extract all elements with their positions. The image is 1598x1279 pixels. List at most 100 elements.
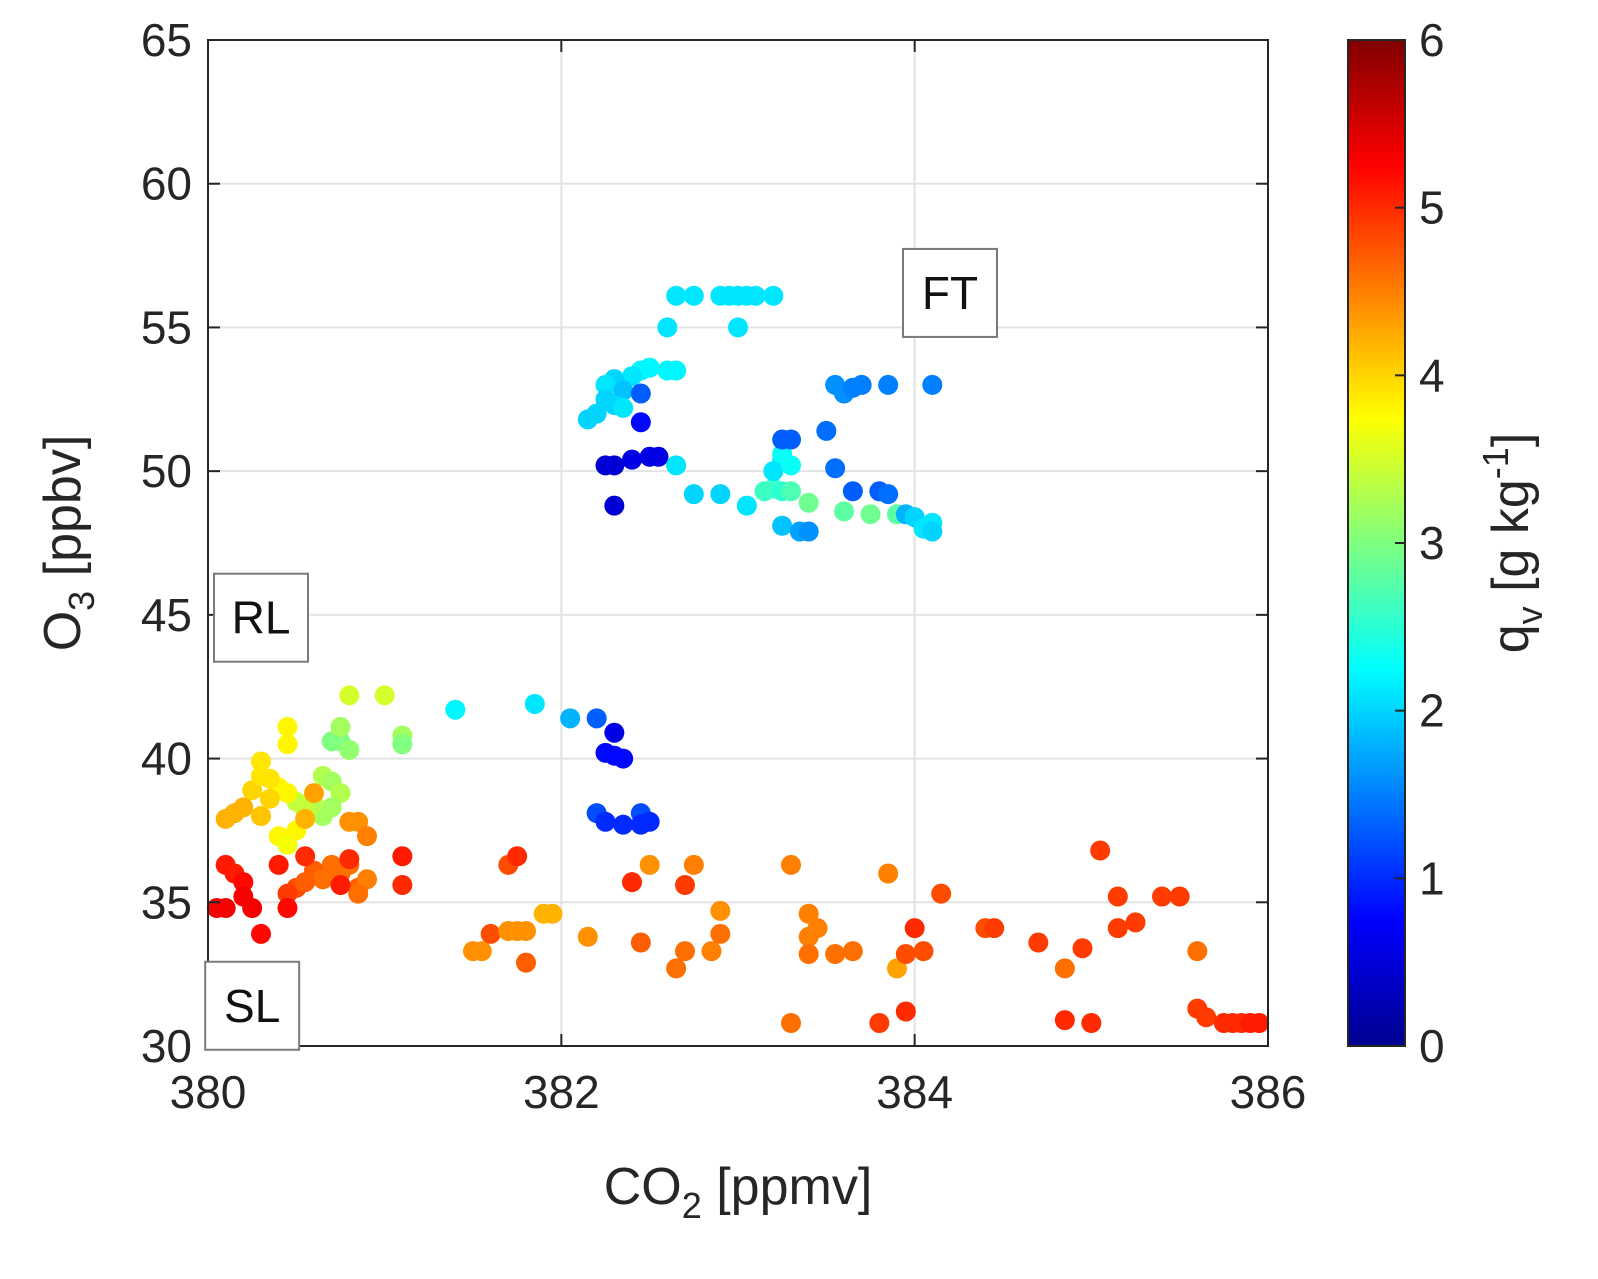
data-point bbox=[622, 366, 642, 387]
data-point bbox=[622, 872, 642, 893]
data-point bbox=[295, 872, 316, 893]
colorbar-label-sub: v bbox=[1509, 606, 1550, 624]
data-point bbox=[604, 455, 625, 476]
data-point bbox=[339, 739, 360, 760]
data-point bbox=[277, 883, 298, 904]
data-point bbox=[445, 699, 466, 720]
data-point bbox=[887, 958, 907, 979]
x-tick-label: 386 bbox=[1230, 1066, 1307, 1118]
y-tick-label: 50 bbox=[141, 445, 192, 497]
data-point bbox=[586, 708, 607, 729]
x-axis-label-unit: [ppmv] bbox=[702, 1158, 873, 1216]
data-point bbox=[268, 854, 289, 875]
data-point bbox=[542, 903, 563, 924]
data-point bbox=[295, 808, 316, 829]
data-point bbox=[622, 449, 642, 470]
data-point bbox=[604, 495, 625, 516]
data-point bbox=[1249, 1013, 1270, 1034]
x-tick-label: 382 bbox=[523, 1066, 600, 1118]
colorbar-tick-label: 1 bbox=[1419, 852, 1445, 904]
data-point bbox=[595, 811, 616, 832]
data-point bbox=[666, 455, 687, 476]
data-point bbox=[807, 918, 828, 939]
data-point bbox=[904, 918, 925, 939]
region-label-text: FT bbox=[922, 267, 978, 319]
data-point bbox=[357, 826, 377, 847]
data-point bbox=[763, 285, 784, 306]
y-axis-label: O3 [ppbv] bbox=[34, 435, 102, 652]
data-point bbox=[1187, 941, 1208, 962]
data-point bbox=[524, 693, 545, 714]
data-point bbox=[312, 869, 333, 890]
data-point bbox=[480, 923, 501, 944]
data-point bbox=[648, 446, 669, 467]
region-label-box bbox=[213, 572, 309, 663]
data-point bbox=[595, 374, 616, 395]
data-point bbox=[613, 748, 634, 769]
data-point bbox=[984, 918, 1005, 939]
y-tick-label: 60 bbox=[141, 158, 192, 210]
colorbar-label-unit: [g kg bbox=[1482, 479, 1540, 606]
data-point bbox=[895, 944, 916, 965]
plot-frame bbox=[207, 39, 1269, 1047]
data-point bbox=[613, 814, 634, 835]
region-label-ft: FT bbox=[902, 247, 998, 338]
data-point bbox=[304, 783, 324, 804]
colorbar-tick-label: 2 bbox=[1419, 685, 1445, 737]
y-tick-label: 40 bbox=[141, 733, 192, 785]
data-point bbox=[931, 883, 952, 904]
data-point bbox=[860, 504, 881, 525]
data-point bbox=[630, 814, 651, 835]
data-point bbox=[798, 492, 819, 513]
data-point bbox=[1196, 1007, 1217, 1028]
data-point bbox=[683, 285, 704, 306]
x-axis-label-main: CO bbox=[604, 1158, 682, 1216]
colorbar-tick-label: 0 bbox=[1419, 1020, 1445, 1072]
data-point bbox=[913, 941, 934, 962]
data-point bbox=[577, 409, 598, 430]
x-axis-label-sub: 2 bbox=[682, 1185, 702, 1226]
colorbar-tick-label: 4 bbox=[1419, 349, 1445, 401]
data-point bbox=[251, 751, 271, 772]
data-point bbox=[781, 1013, 801, 1034]
data-point bbox=[613, 380, 634, 401]
y-axis-label-sub: 3 bbox=[61, 591, 102, 611]
data-point bbox=[675, 875, 695, 896]
data-point bbox=[1169, 886, 1190, 907]
y-tick-label: 45 bbox=[141, 589, 192, 641]
data-point bbox=[842, 481, 863, 502]
data-point bbox=[357, 869, 377, 890]
data-point bbox=[798, 944, 819, 965]
data-point bbox=[842, 941, 863, 962]
axis-ticks: 380 382 384 386 30 35 40 45 50 55 60 65 bbox=[141, 14, 1307, 1118]
data-point bbox=[834, 501, 854, 522]
data-point bbox=[675, 941, 695, 962]
data-point bbox=[878, 374, 899, 395]
colorbar-label-sup: -1 bbox=[1475, 447, 1516, 479]
colorbar-tick-label: 3 bbox=[1419, 517, 1445, 569]
data-point bbox=[471, 941, 492, 962]
data-point bbox=[1090, 840, 1111, 861]
data-point bbox=[242, 780, 263, 801]
data-point bbox=[922, 374, 943, 395]
region-label-sl: SL bbox=[204, 960, 301, 1051]
colorbar-label: qv [g kg-1] bbox=[1475, 433, 1550, 654]
data-point bbox=[215, 808, 236, 829]
data-point bbox=[630, 932, 651, 953]
data-point bbox=[1072, 938, 1093, 959]
data-point bbox=[816, 420, 837, 441]
colorbar-label-close: ] bbox=[1482, 433, 1540, 447]
data-point bbox=[330, 783, 351, 804]
data-point bbox=[339, 849, 360, 870]
y-tick-label: 65 bbox=[141, 14, 192, 66]
data-point bbox=[772, 515, 793, 536]
colorbar-ticks: 0 1 2 3 4 5 6 bbox=[1395, 14, 1445, 1072]
data-point bbox=[772, 443, 793, 464]
data-point bbox=[666, 360, 687, 381]
data-point bbox=[277, 734, 298, 755]
data-point bbox=[339, 685, 360, 706]
data-point bbox=[745, 285, 766, 306]
data-point bbox=[781, 854, 801, 875]
x-tick-label: 380 bbox=[170, 1066, 247, 1118]
